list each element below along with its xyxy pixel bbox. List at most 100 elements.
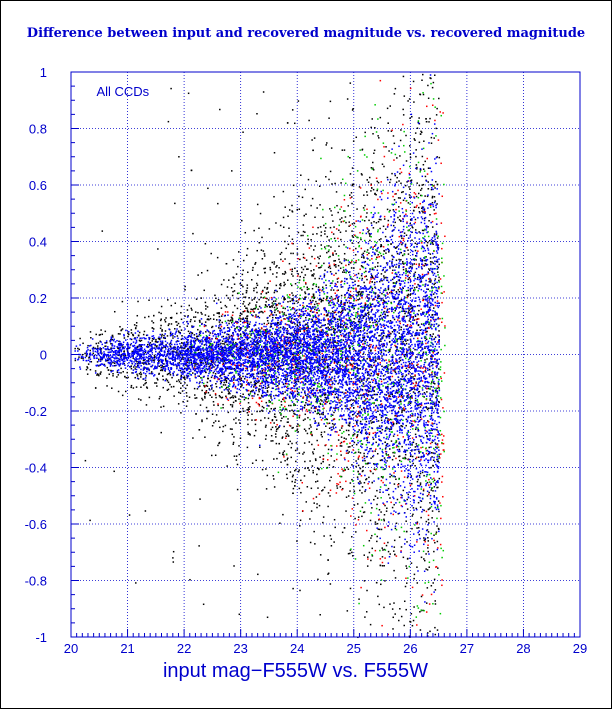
point (370, 537, 372, 539)
point (332, 310, 334, 313)
point (292, 587, 294, 590)
point (432, 490, 434, 492)
point (315, 300, 317, 303)
point (391, 291, 393, 294)
point (322, 216, 324, 218)
point (223, 279, 225, 281)
point (431, 183, 433, 186)
point (430, 584, 433, 587)
point (377, 358, 379, 360)
point (146, 387, 149, 389)
point (136, 314, 139, 317)
point (431, 371, 433, 374)
point (336, 281, 339, 283)
point (437, 547, 439, 549)
point (246, 368, 248, 370)
point (255, 382, 258, 385)
point (319, 402, 321, 405)
point (397, 197, 400, 199)
point (411, 306, 413, 309)
point (329, 489, 332, 492)
point (370, 422, 373, 424)
point (422, 367, 424, 369)
point (145, 362, 147, 364)
point (404, 453, 407, 456)
point (412, 376, 414, 378)
point (385, 311, 388, 313)
point (245, 348, 248, 351)
point (419, 329, 421, 332)
point (433, 486, 436, 488)
point (209, 394, 211, 396)
point (241, 219, 243, 222)
point (246, 320, 249, 323)
point (319, 362, 322, 365)
point (416, 541, 418, 543)
point (190, 346, 193, 349)
point (431, 517, 433, 519)
point (180, 412, 182, 414)
point (272, 304, 274, 306)
point (311, 434, 313, 437)
point (399, 608, 401, 610)
point (235, 459, 238, 461)
point (178, 391, 180, 394)
point (86, 366, 88, 368)
point (299, 519, 302, 522)
point (420, 459, 422, 461)
point (367, 391, 370, 393)
point (360, 408, 363, 411)
point (322, 299, 324, 302)
point (334, 182, 336, 185)
point (176, 350, 178, 352)
point (327, 572, 330, 575)
point (385, 276, 387, 279)
point (416, 304, 419, 307)
point (387, 288, 390, 291)
point (153, 354, 156, 357)
point (138, 331, 141, 334)
point (276, 290, 278, 293)
point (392, 195, 394, 198)
point (316, 330, 318, 332)
point (262, 250, 265, 252)
point (178, 331, 180, 334)
point (155, 345, 158, 348)
point (180, 329, 183, 331)
point (209, 364, 212, 367)
point (258, 403, 260, 406)
point (392, 406, 395, 408)
point (225, 378, 227, 380)
point (219, 396, 222, 398)
point (89, 368, 92, 371)
point (423, 229, 425, 232)
point (406, 294, 409, 297)
point (433, 209, 435, 211)
point (296, 425, 298, 428)
point (340, 445, 343, 447)
point (322, 411, 324, 414)
point (180, 311, 182, 314)
point (275, 436, 277, 438)
point (364, 302, 367, 304)
point (403, 263, 405, 265)
point (216, 337, 218, 340)
point (304, 274, 307, 276)
point (283, 318, 285, 320)
point (432, 459, 435, 461)
point (266, 387, 269, 389)
point (294, 377, 296, 380)
point (396, 392, 399, 394)
point (256, 284, 259, 287)
point (101, 357, 104, 360)
point (346, 384, 349, 386)
point (418, 309, 420, 312)
point (266, 320, 269, 322)
point (350, 297, 352, 300)
point (298, 362, 300, 364)
point (348, 297, 351, 299)
point (436, 540, 439, 543)
point (436, 486, 438, 489)
point (349, 407, 352, 409)
point (199, 498, 201, 500)
